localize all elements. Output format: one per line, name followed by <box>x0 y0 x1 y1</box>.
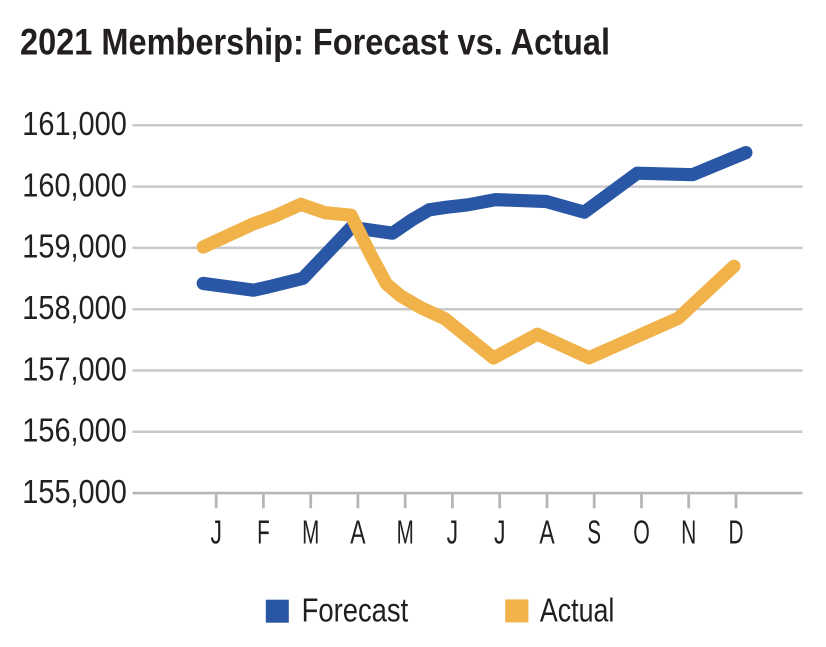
svg-text:A: A <box>539 515 555 552</box>
svg-text:O: O <box>633 515 650 552</box>
svg-text:Actual: Actual <box>540 591 615 628</box>
svg-text:J: J <box>210 515 222 552</box>
svg-text:2021 Membership: Forecast vs.: 2021 Membership: Forecast vs. Actual <box>20 22 610 63</box>
svg-text:156,000: 156,000 <box>22 412 127 449</box>
svg-text:Forecast: Forecast <box>302 591 409 628</box>
svg-text:M: M <box>302 515 319 552</box>
svg-text:F: F <box>257 515 270 552</box>
svg-text:A: A <box>350 515 366 552</box>
svg-text:J: J <box>494 515 506 552</box>
svg-text:159,000: 159,000 <box>22 228 127 265</box>
svg-text:J: J <box>447 515 459 552</box>
svg-text:M: M <box>397 515 414 552</box>
svg-text:S: S <box>587 515 601 552</box>
svg-text:N: N <box>681 515 696 552</box>
svg-text:155,000: 155,000 <box>22 473 127 510</box>
svg-text:161,000: 161,000 <box>22 105 127 142</box>
svg-text:160,000: 160,000 <box>22 166 127 203</box>
svg-text:157,000: 157,000 <box>22 350 127 387</box>
svg-text:158,000: 158,000 <box>22 289 127 326</box>
svg-text:D: D <box>729 515 744 552</box>
